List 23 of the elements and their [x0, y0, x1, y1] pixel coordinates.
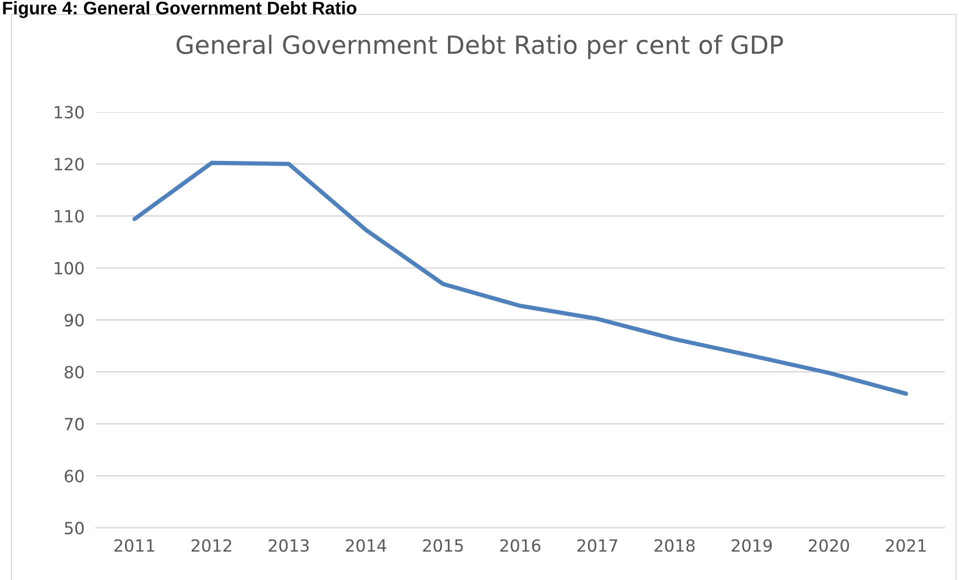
y-tick-label: 120 — [54, 158, 84, 170]
y-tick-label: 80 — [64, 366, 84, 378]
x-tick-label: 2015 — [423, 539, 463, 552]
x-tick-label: 2016 — [500, 539, 540, 552]
x-tick-label: 2012 — [192, 539, 232, 552]
x-tick-label: 2017 — [577, 539, 618, 552]
x-tick-label: 2014 — [346, 539, 386, 552]
x-tick-label: 2020 — [808, 539, 849, 552]
x-tick-label: 2019 — [732, 539, 772, 552]
x-tick-label: 2018 — [654, 539, 695, 552]
caption: Figure 4: General Government Debt Ratio — [3, 1, 356, 18]
y-tick-label: 50 — [64, 522, 84, 534]
y-tick-label: 60 — [64, 470, 84, 482]
y-tick-label: 70 — [64, 418, 84, 430]
chart-title: General Government Debt Ratio per cent of GDP — [176, 34, 783, 59]
x-tick-label: 2011 — [114, 539, 154, 552]
x-tick-label: 2021 — [886, 539, 926, 552]
x-tick-label: 2013 — [268, 539, 309, 552]
y-tick-label: 100 — [54, 262, 84, 274]
y-tick-label: 130 — [54, 106, 84, 119]
y-tick-label: 110 — [54, 210, 84, 222]
line-series — [132, 160, 908, 396]
y-tick-label: 90 — [64, 314, 84, 326]
